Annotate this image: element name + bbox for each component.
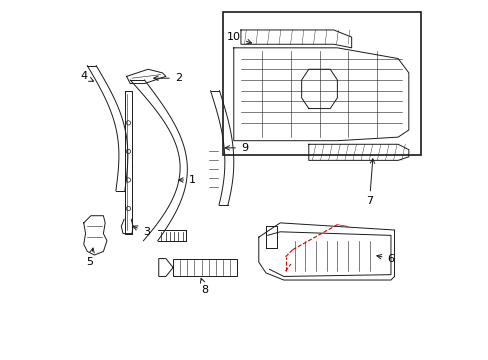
Text: 8: 8 bbox=[200, 278, 208, 296]
Text: 6: 6 bbox=[376, 253, 394, 264]
Text: 2: 2 bbox=[153, 73, 182, 83]
Text: 1: 1 bbox=[178, 175, 196, 185]
Text: 3: 3 bbox=[133, 226, 149, 237]
Text: 5: 5 bbox=[86, 248, 94, 267]
Bar bbox=[173, 258, 237, 276]
Text: 9: 9 bbox=[224, 143, 247, 153]
Text: 7: 7 bbox=[365, 159, 374, 206]
Text: 4: 4 bbox=[80, 71, 93, 81]
Text: 10: 10 bbox=[226, 32, 251, 44]
Bar bbox=[223, 12, 421, 155]
